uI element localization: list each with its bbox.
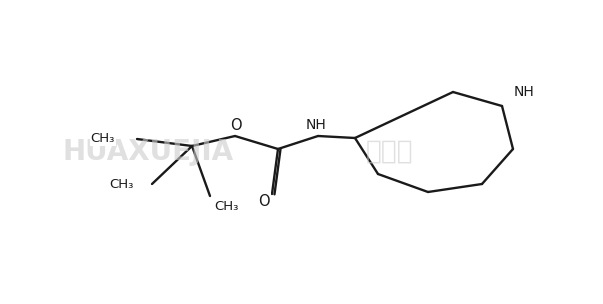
Text: CH₃: CH₃ — [214, 199, 238, 212]
Text: O: O — [230, 118, 242, 133]
Text: NH: NH — [514, 85, 534, 99]
Text: 化学加: 化学加 — [366, 139, 414, 165]
Text: CH₃: CH₃ — [90, 132, 115, 144]
Text: HUAXUEJIA: HUAXUEJIA — [63, 138, 233, 166]
Text: O: O — [258, 195, 270, 209]
Text: NH: NH — [306, 118, 326, 132]
Text: CH₃: CH₃ — [110, 178, 134, 192]
